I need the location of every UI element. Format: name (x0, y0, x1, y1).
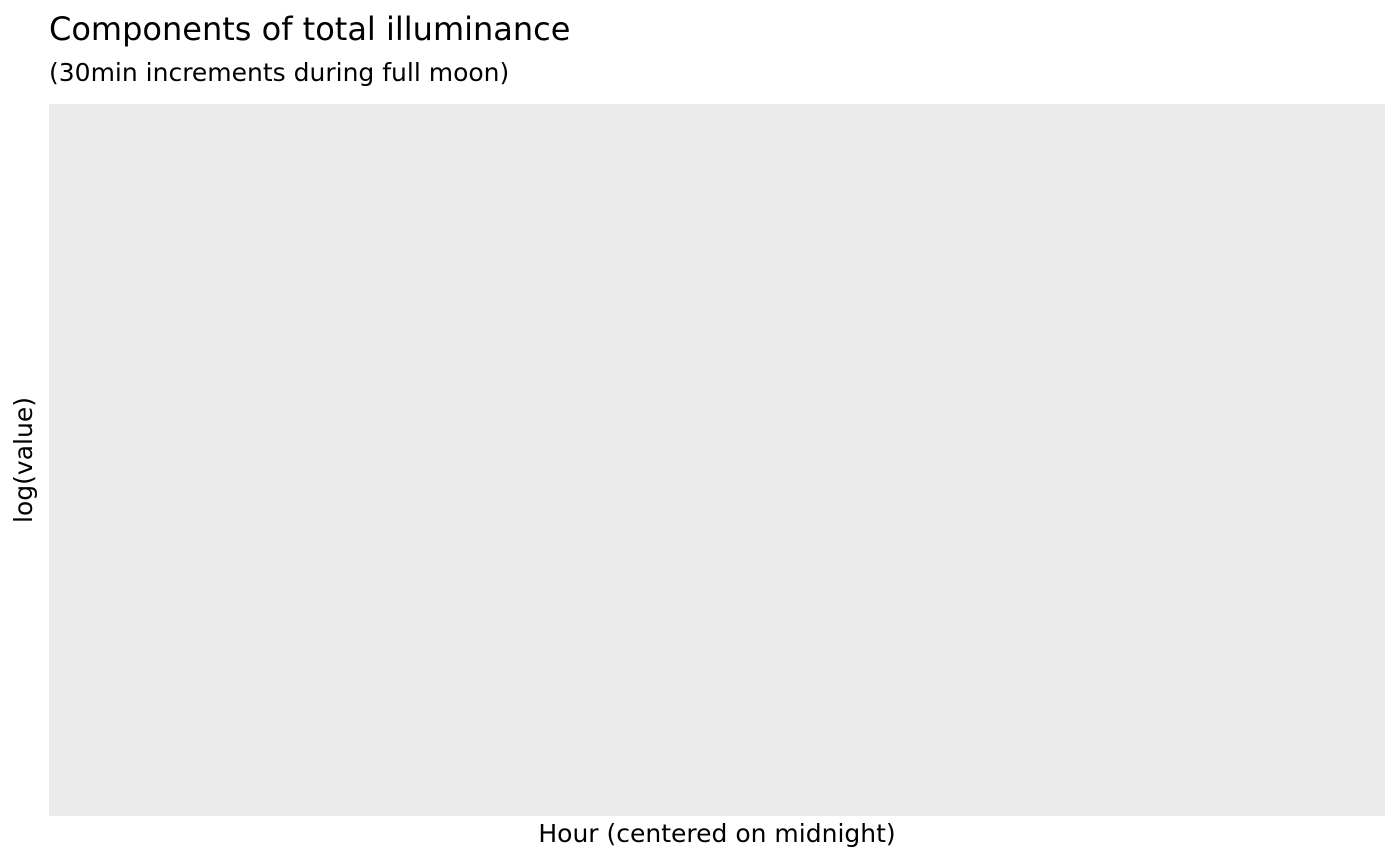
x-axis-label: Hour (centered on midnight) (538, 819, 896, 848)
chart-title: Components of total illuminance (49, 10, 571, 48)
plot-panel (49, 104, 1385, 816)
chart-subtitle: (30min increments during full moon) (49, 58, 510, 87)
y-axis-label: log(value) (9, 397, 38, 523)
